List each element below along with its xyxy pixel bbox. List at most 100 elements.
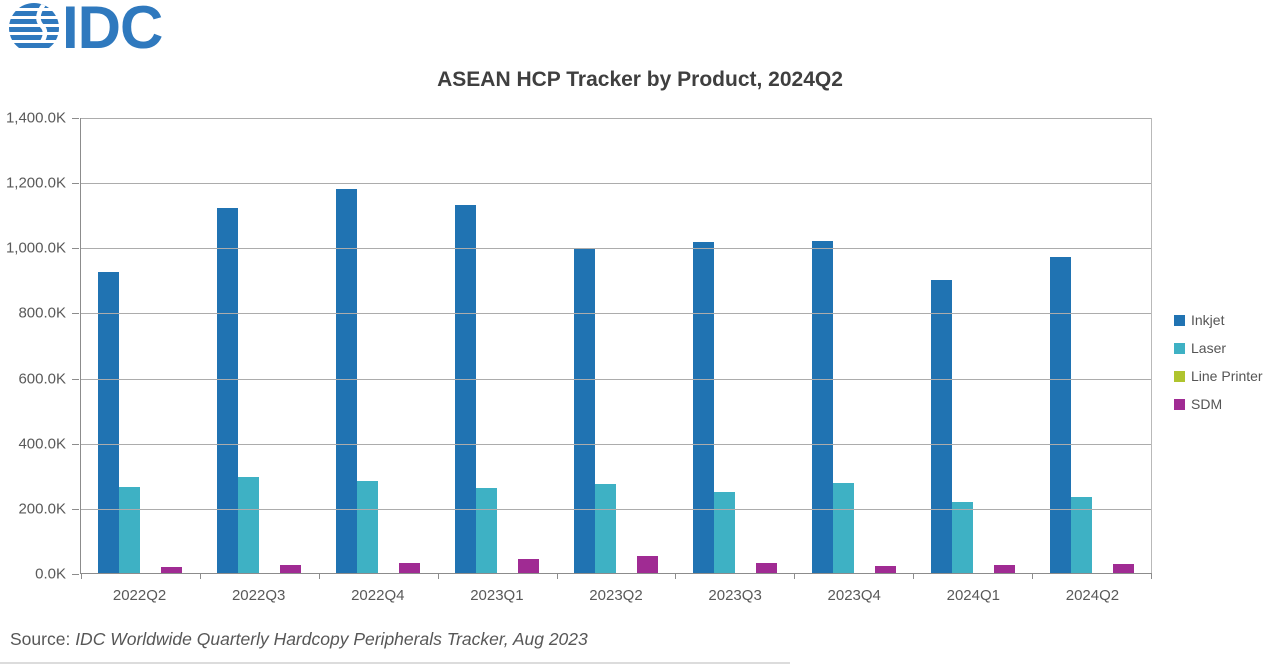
gridline-1400: [81, 118, 1151, 119]
bar-inkjet-2024Q2: [1049, 257, 1071, 573]
gridline-400: [81, 443, 1151, 445]
y-label-200.0K: 200.0K: [18, 500, 66, 518]
x-axis-tick: [318, 573, 320, 579]
bar-group-2023Q2: [557, 118, 676, 573]
bar-group-2022Q3: [200, 118, 319, 573]
legend: Inkjet Laser Line Printer SDM: [1174, 306, 1263, 418]
chart-title: ASEAN HCP Tracker by Product, 2024Q2: [437, 68, 843, 91]
gridline-800: [81, 313, 1151, 315]
y-axis-tick: [72, 183, 79, 185]
legend-label-line-printer: Line Printer: [1191, 368, 1263, 384]
legend-item-inkjet: Inkjet: [1174, 306, 1263, 334]
bar-group-2022Q2: [81, 118, 200, 573]
legend-swatch-inkjet: [1174, 314, 1185, 326]
bar-laser-2024Q1: [951, 502, 973, 573]
bar-sdm-2024Q2: [1112, 563, 1134, 573]
gridline-600: [81, 378, 1151, 380]
bars-row: [81, 118, 1151, 573]
x-label-2024Q1: 2024Q1: [946, 587, 1001, 604]
bar-sdm-2024Q1: [993, 564, 1015, 573]
legend-label-sdm: SDM: [1191, 396, 1223, 412]
bar-group-2022Q4: [319, 118, 438, 573]
bottom-divider: [0, 662, 790, 664]
idc-logo-text: IDC: [62, 0, 163, 61]
bar-laser-2023Q2: [595, 484, 616, 573]
bar-sdm-2023Q4: [874, 565, 896, 573]
striped-globe-icon: [9, 3, 59, 53]
bar-inkjet-2023Q2: [574, 248, 595, 573]
bar-group-2024Q2: [1032, 118, 1151, 573]
bar-inkjet-2023Q4: [811, 240, 833, 573]
y-axis-tick: [72, 313, 79, 315]
x-label-2022Q2: 2022Q2: [112, 587, 167, 604]
source-citation: IDC Worldwide Quarterly Hardcopy Periphe…: [75, 629, 588, 649]
bar-inkjet-2022Q3: [217, 208, 239, 573]
x-label-2022Q3: 2022Q3: [231, 587, 286, 604]
idc-logo: IDC: [8, 0, 163, 61]
source-line: Source: IDC Worldwide Quarterly Hardcopy…: [10, 629, 588, 650]
legend-item-laser: Laser: [1174, 334, 1263, 362]
x-axis-tick: [199, 573, 201, 579]
x-label-2024Q2: 2024Q2: [1065, 587, 1120, 604]
bar-group-2024Q1: [913, 118, 1032, 573]
legend-label-inkjet: Inkjet: [1191, 312, 1225, 328]
x-axis-tick: [556, 573, 558, 579]
y-label-1,200.0K: 1,200.0K: [5, 174, 66, 192]
bar-sdm-2022Q3: [280, 565, 302, 573]
y-label-0.0K: 0.0K: [35, 565, 66, 583]
legend-swatch-line-printer: [1174, 370, 1185, 382]
bar-sdm-2023Q1: [518, 559, 540, 573]
legend-swatch-sdm: [1174, 398, 1185, 410]
bar-laser-2022Q4: [357, 481, 379, 573]
bar-sdm-2023Q2: [637, 556, 658, 573]
y-label-600.0K: 600.0K: [18, 370, 66, 388]
bar-laser-2023Q4: [832, 482, 854, 573]
x-axis-tick: [437, 573, 439, 579]
bar-inkjet-2024Q1: [930, 279, 952, 573]
bar-inkjet-2022Q2: [98, 271, 120, 573]
x-label-2022Q4: 2022Q4: [351, 587, 405, 604]
legend-item-sdm: SDM: [1174, 390, 1263, 418]
bar-inkjet-2023Q3: [692, 242, 714, 573]
y-axis: 1,400.0K 1,200.0K 1,000.0K 800.0K 600.0K 400.…: [0, 110, 80, 583]
y-label-1,000.0K: 1,000.0K: [5, 239, 66, 257]
bar-inkjet-2023Q1: [455, 204, 477, 573]
source-prefix: Source:: [10, 629, 76, 649]
x-axis-tick: [794, 573, 796, 579]
gridline-1000: [81, 248, 1151, 250]
bar-group-2023Q3: [675, 118, 794, 573]
y-axis-tick: [72, 118, 79, 119]
bar-laser-2022Q2: [119, 486, 141, 573]
y-axis-tick: [72, 248, 79, 250]
legend-item-line-printer: Line Printer: [1174, 362, 1263, 390]
bar-sdm-2022Q4: [399, 562, 421, 573]
gridline-200: [81, 508, 1151, 510]
bar-sdm-2022Q2: [161, 567, 183, 573]
x-axis-tick: [675, 573, 677, 579]
gridline-1200: [81, 183, 1151, 185]
x-axis-tick: [81, 573, 82, 579]
bar-laser-2024Q2: [1070, 497, 1092, 573]
x-label-2023Q4: 2023Q4: [827, 587, 881, 604]
bar-inkjet-2022Q4: [336, 188, 358, 573]
legend-label-laser: Laser: [1191, 340, 1227, 356]
y-axis-tick: [72, 574, 79, 575]
x-label-2023Q1: 2023Q1: [470, 587, 524, 604]
bar-group-2023Q4: [794, 118, 913, 573]
bar-laser-2022Q3: [238, 476, 260, 573]
y-axis-tick: [72, 443, 79, 445]
y-label-1,400.0K: 1,400.0K: [5, 109, 66, 127]
x-axis: 2022Q2 2022Q3 2022Q4 2023Q1 2023Q2 2023Q3 2023…: [80, 587, 1152, 604]
bar-laser-2023Q1: [476, 488, 498, 573]
y-label-800.0K: 800.0K: [18, 304, 66, 322]
y-label-400.0K: 400.0K: [18, 435, 66, 453]
y-axis-tick: [72, 378, 79, 380]
bar-sdm-2023Q3: [755, 562, 777, 573]
bar-laser-2023Q3: [713, 491, 735, 573]
x-label-2023Q2: 2023Q2: [589, 587, 643, 604]
x-label-2023Q3: 2023Q3: [708, 587, 762, 604]
bar-group-2023Q1: [438, 118, 557, 573]
x-axis-tick: [1032, 573, 1034, 579]
plot-area: [80, 118, 1152, 579]
